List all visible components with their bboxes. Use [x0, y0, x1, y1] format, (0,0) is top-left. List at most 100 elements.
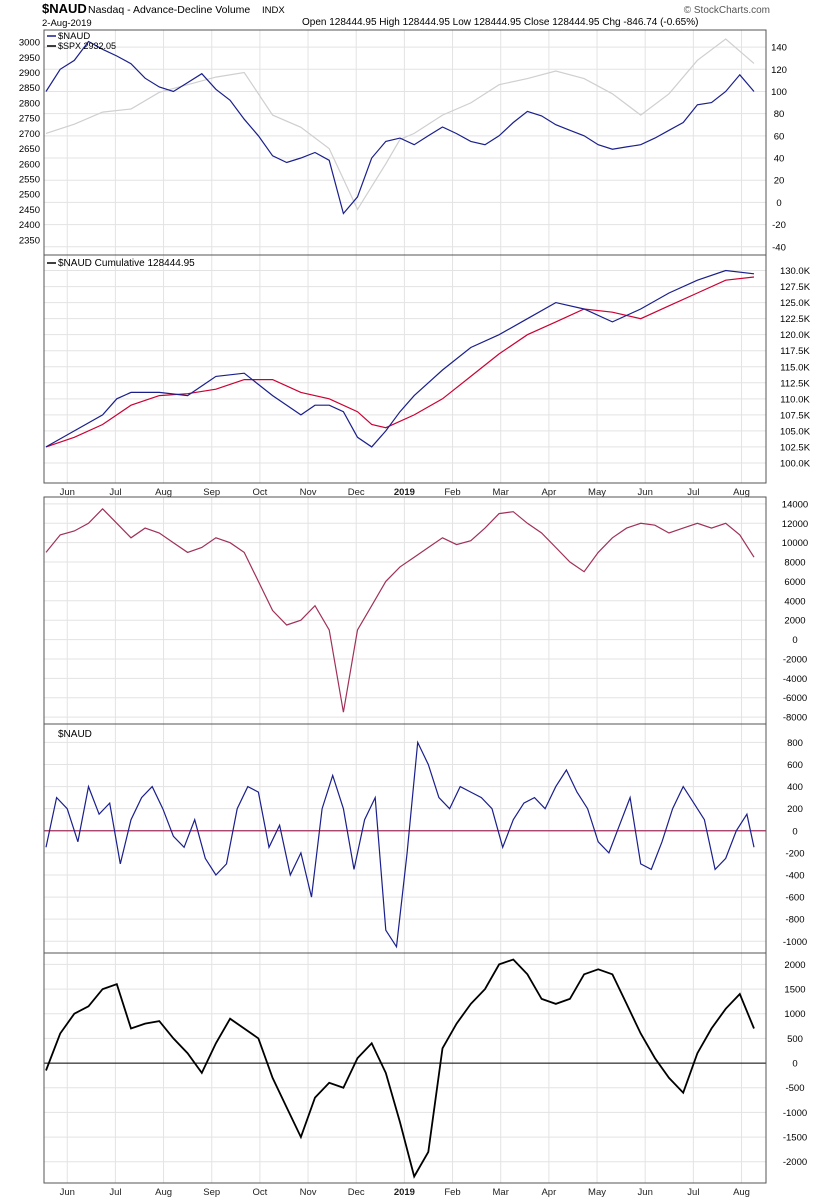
- x-axis-tick-label: Jun: [638, 1187, 653, 1198]
- x-axis-tick-label: Feb: [444, 1187, 460, 1198]
- right-axis-tick-label: 110.0K: [780, 394, 810, 405]
- x-axis-tick-label: Jun: [60, 1187, 75, 1198]
- right-axis-tick-label: 12000: [782, 519, 808, 530]
- right-axis-tick-label: 60: [774, 131, 785, 142]
- right-axis-tick-label: -8000: [783, 713, 807, 724]
- right-axis-tick-label: -400: [785, 870, 804, 881]
- left-axis-tick-label: 2450: [19, 205, 40, 216]
- exchange-label: INDX: [262, 5, 285, 16]
- oscillator-panel: 14000 12000 10000 8000 6000 4000 2000 0 -2000 -40…: [43, 496, 808, 725]
- right-axis-tick-label: 2000: [784, 616, 805, 627]
- right-axis-tick-label: 400: [787, 782, 803, 793]
- right-axis-tick-label: 120.0K: [780, 330, 811, 341]
- left-axis-tick-label: 2600: [19, 159, 40, 170]
- right-axis-tick-label: 6000: [784, 577, 805, 588]
- right-axis-tick-label: -2000: [783, 1157, 807, 1168]
- right-axis-tick-label: -40: [772, 242, 786, 253]
- right-axis-tick-label: 0: [776, 198, 781, 209]
- x-axis-tick-label: Dec: [348, 1187, 365, 1198]
- date-label: 2-Aug-2019: [42, 18, 92, 29]
- x-axis-tick-label: Aug: [733, 487, 750, 498]
- left-axis-tick-label: 3000: [19, 38, 40, 49]
- right-axis-tick-label: -20: [772, 220, 786, 231]
- panel-frame: [43, 952, 767, 1184]
- symbol-description: Nasdaq - Advance-Decline Volume: [88, 4, 250, 16]
- right-axis-tick-label: -6000: [783, 693, 807, 704]
- x-axis-tick-label: Aug: [155, 487, 172, 498]
- x-axis-tick-label: Jun: [60, 487, 75, 498]
- right-axis-tick-label: 115.0K: [780, 362, 810, 373]
- legend-label: $NAUD Cumulative 128444.95: [58, 258, 195, 269]
- x-axis-tick-label: Jun: [638, 487, 653, 498]
- left-axis-tick-label: 2400: [19, 220, 40, 231]
- brand-label: © StockCharts.com: [684, 5, 770, 16]
- right-axis-tick-label: 120: [771, 65, 787, 76]
- x-axis-tick-label: Apr: [541, 487, 556, 498]
- right-axis-tick-label: 4000: [784, 596, 805, 607]
- x-axis-tick-label: 2019: [394, 1187, 415, 1198]
- right-axis-tick-label: 200: [787, 804, 803, 815]
- x-axis-tick-label: Jul: [109, 1187, 121, 1198]
- left-axis-tick-label: 2750: [19, 114, 40, 125]
- right-axis-tick-label: 2000: [784, 960, 805, 971]
- daily-panel: 800 600 400 200 0 -200 -400 -600 -800 -1000 $NAUD: [43, 723, 807, 954]
- right-axis-tick-label: 125.0K: [780, 298, 811, 309]
- series-line--naud: [45, 740, 755, 949]
- x-axis-tick-label: May: [588, 1187, 606, 1198]
- legend-label: $NAUD: [58, 31, 90, 42]
- x-axis-tick-label: Oct: [253, 487, 268, 498]
- left-axis-tick-label: 2850: [19, 83, 40, 94]
- right-axis-tick-label: 800: [787, 738, 803, 749]
- right-axis-tick-label: 0: [792, 826, 797, 837]
- series-line--spx: [45, 38, 755, 211]
- right-axis-tick-label: 100.0K: [780, 458, 811, 469]
- right-axis-tick-label: -1000: [783, 1108, 807, 1119]
- chart-panels: 140120100806040200-20-403000295029002850…: [19, 29, 811, 1198]
- left-axis-tick-label: 2550: [19, 175, 40, 186]
- right-axis-tick-label: 40: [774, 154, 785, 165]
- right-axis-tick-label: 130.0K: [780, 266, 811, 277]
- right-axis-tick-label: 500: [787, 1034, 803, 1045]
- right-axis-tick-label: 127.5K: [780, 282, 811, 293]
- right-axis-tick-label: 117.5K: [780, 346, 810, 357]
- left-axis-tick-label: 2350: [19, 235, 40, 246]
- x-axis-tick-label: Oct: [253, 1187, 268, 1198]
- right-axis-tick-label: -600: [785, 893, 804, 904]
- x-axis-tick-label: Aug: [155, 1187, 172, 1198]
- x-axis-tick-label: Jul: [687, 1187, 699, 1198]
- right-axis-tick-label: 100: [771, 87, 787, 98]
- right-axis-tick-label: 107.5K: [780, 410, 811, 421]
- series-line-maroon: [45, 507, 755, 713]
- series-line-black: [45, 958, 755, 1179]
- right-axis-tick-label: 600: [787, 760, 803, 771]
- right-axis-tick-label: 10000: [782, 538, 808, 549]
- x-axis-tick-label: Mar: [493, 487, 509, 498]
- x-axis-tick-label: Nov: [300, 487, 317, 498]
- right-axis-tick-label: 102.5K: [780, 442, 811, 453]
- x-axis-tick-label: Dec: [348, 487, 365, 498]
- series-line--naud: [45, 40, 755, 215]
- x-axis-tick-label: Aug: [733, 1187, 750, 1198]
- right-axis-tick-label: 112.5K: [780, 378, 810, 389]
- x-axis-tick-label: Apr: [541, 1187, 556, 1198]
- x-axis-tick-label: Mar: [493, 1187, 509, 1198]
- right-axis-tick-label: -4000: [783, 674, 807, 685]
- right-axis-tick-label: 80: [774, 109, 785, 120]
- right-axis-tick-label: 140: [771, 43, 787, 54]
- panel-frame: [43, 254, 767, 484]
- right-axis-tick-label: 1500: [784, 985, 805, 996]
- right-axis-tick-label: -800: [785, 915, 804, 926]
- left-axis-tick-label: 2900: [19, 68, 40, 79]
- right-axis-tick-label: 20: [774, 176, 785, 187]
- left-axis-tick-label: 2650: [19, 144, 40, 155]
- price-panel: 140 120 100 80 60 40 20 0 -20 -40 3000 2950 2900 2850…: [19, 29, 787, 256]
- panel-frame: [43, 723, 767, 954]
- left-axis-tick-label: 2500: [19, 190, 40, 201]
- right-axis-tick-label: 0: [792, 1059, 797, 1070]
- series-line-ma: [45, 276, 755, 448]
- right-axis-tick-label: 105.0K: [780, 426, 811, 437]
- right-axis-tick-label: 0: [792, 635, 797, 646]
- symbol-title: $NAUD: [42, 1, 87, 16]
- right-axis-tick-label: -1500: [783, 1133, 807, 1144]
- right-axis-tick-label: 1000: [784, 1009, 805, 1020]
